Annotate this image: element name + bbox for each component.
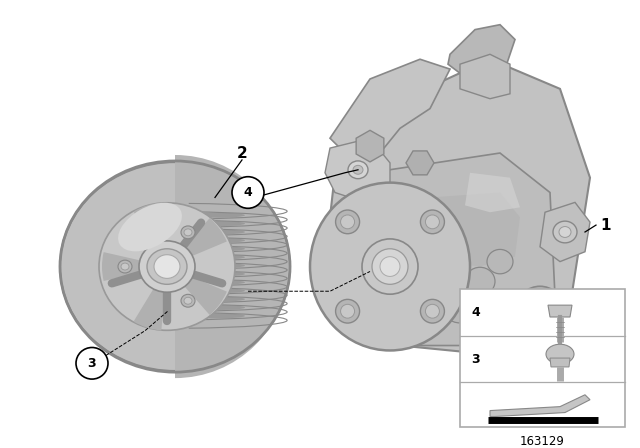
Ellipse shape [184,229,192,236]
Polygon shape [550,358,570,367]
Ellipse shape [189,280,245,285]
Ellipse shape [487,250,513,274]
Ellipse shape [189,221,245,226]
Ellipse shape [118,260,132,273]
Ellipse shape [189,255,245,260]
Wedge shape [167,218,227,267]
Ellipse shape [147,249,187,284]
Polygon shape [330,59,590,355]
Ellipse shape [420,299,444,323]
Ellipse shape [426,304,440,318]
Polygon shape [325,138,390,202]
Ellipse shape [380,257,400,276]
Text: 163129: 163129 [520,435,565,448]
Ellipse shape [372,249,408,284]
Polygon shape [420,193,520,267]
Ellipse shape [139,241,195,292]
Ellipse shape [60,162,290,371]
Ellipse shape [340,215,355,229]
Ellipse shape [310,183,470,350]
Ellipse shape [189,229,245,234]
Ellipse shape [189,246,245,251]
Ellipse shape [526,293,554,319]
Ellipse shape [181,294,195,307]
Ellipse shape [189,263,245,268]
Ellipse shape [335,299,360,323]
Ellipse shape [362,239,418,294]
Ellipse shape [420,210,444,234]
Ellipse shape [189,213,245,218]
Text: 3: 3 [472,353,480,366]
Ellipse shape [426,215,440,229]
Ellipse shape [189,288,245,293]
Polygon shape [448,25,515,79]
Ellipse shape [182,173,238,359]
FancyBboxPatch shape [460,289,625,427]
Ellipse shape [546,344,574,364]
Ellipse shape [99,203,235,330]
Ellipse shape [553,221,577,243]
Polygon shape [465,173,520,212]
Ellipse shape [182,192,238,341]
Ellipse shape [492,315,528,346]
Ellipse shape [189,297,245,302]
Ellipse shape [518,286,562,326]
Ellipse shape [442,289,478,323]
Ellipse shape [335,210,360,234]
Ellipse shape [182,180,238,353]
Wedge shape [175,155,288,378]
Polygon shape [350,153,555,345]
Polygon shape [490,395,590,417]
Ellipse shape [189,314,245,319]
Text: 4: 4 [472,306,481,319]
Polygon shape [540,202,590,262]
Ellipse shape [353,165,363,174]
Ellipse shape [181,226,195,239]
Ellipse shape [182,198,238,335]
Ellipse shape [559,227,571,237]
Polygon shape [548,305,572,317]
Ellipse shape [348,161,368,179]
Ellipse shape [465,267,495,295]
Ellipse shape [121,263,129,270]
Wedge shape [102,252,167,281]
Text: 3: 3 [88,357,96,370]
Ellipse shape [340,304,355,318]
Ellipse shape [189,305,245,310]
Circle shape [232,177,264,208]
Ellipse shape [154,255,180,278]
Ellipse shape [184,297,192,304]
Circle shape [76,348,108,379]
Ellipse shape [118,203,182,251]
Polygon shape [356,130,384,162]
Wedge shape [167,267,227,315]
Text: 1: 1 [600,218,611,233]
Wedge shape [134,202,167,267]
Text: 4: 4 [244,186,252,199]
Ellipse shape [189,238,245,243]
Polygon shape [330,59,450,163]
Wedge shape [134,267,167,331]
Polygon shape [460,54,510,99]
Ellipse shape [189,271,245,276]
Text: 2: 2 [237,146,248,160]
Polygon shape [406,151,434,175]
Ellipse shape [182,186,238,347]
